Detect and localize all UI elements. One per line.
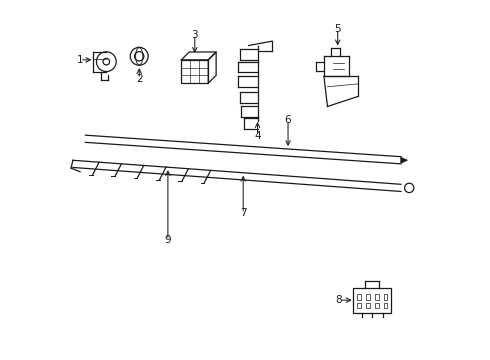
Bar	[357, 294, 361, 300]
Text: 7: 7	[240, 208, 246, 219]
Text: 5: 5	[334, 24, 341, 35]
Bar	[366, 294, 370, 300]
Bar	[353, 288, 391, 313]
Bar	[384, 303, 388, 309]
Text: 8: 8	[336, 295, 343, 305]
Bar	[181, 60, 208, 83]
Bar	[357, 303, 361, 309]
Bar	[375, 294, 379, 300]
Text: 3: 3	[192, 30, 198, 40]
Text: 9: 9	[165, 235, 171, 245]
Text: 6: 6	[285, 115, 292, 125]
Text: 4: 4	[254, 131, 261, 141]
Bar	[366, 303, 370, 309]
Text: 1: 1	[76, 55, 83, 65]
Bar	[375, 303, 379, 309]
Text: 2: 2	[136, 74, 143, 84]
Bar	[384, 294, 388, 300]
